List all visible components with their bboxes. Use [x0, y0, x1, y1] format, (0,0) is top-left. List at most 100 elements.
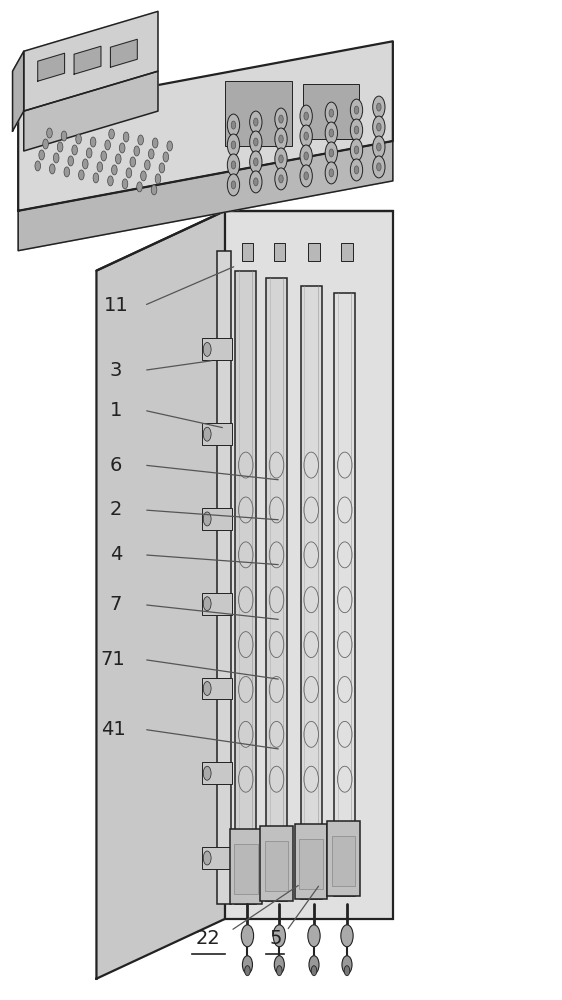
Circle shape	[231, 141, 235, 149]
Circle shape	[325, 162, 338, 184]
Circle shape	[253, 178, 258, 186]
Circle shape	[119, 143, 125, 153]
Bar	[265, 841, 288, 891]
Bar	[260, 826, 293, 901]
Circle shape	[87, 148, 92, 158]
Circle shape	[325, 102, 338, 124]
Circle shape	[350, 139, 362, 161]
Circle shape	[325, 142, 338, 164]
Circle shape	[105, 140, 111, 150]
Circle shape	[203, 342, 211, 356]
Text: 11: 11	[103, 296, 128, 315]
Circle shape	[377, 123, 381, 131]
Polygon shape	[38, 53, 65, 81]
Circle shape	[341, 925, 353, 947]
Circle shape	[304, 152, 309, 160]
Circle shape	[275, 108, 287, 130]
Text: 7: 7	[110, 595, 122, 614]
Circle shape	[109, 129, 114, 139]
Circle shape	[300, 165, 312, 187]
Circle shape	[279, 135, 283, 143]
Circle shape	[97, 162, 103, 172]
Circle shape	[325, 122, 338, 144]
Circle shape	[253, 158, 258, 166]
Circle shape	[253, 118, 258, 126]
Circle shape	[227, 114, 239, 136]
Circle shape	[134, 146, 139, 156]
Circle shape	[250, 151, 262, 173]
Text: 71: 71	[101, 650, 126, 669]
Bar	[274, 243, 285, 261]
Circle shape	[72, 145, 78, 155]
Circle shape	[126, 168, 132, 178]
Polygon shape	[74, 46, 101, 74]
Circle shape	[304, 132, 309, 140]
Circle shape	[68, 156, 74, 166]
Circle shape	[49, 164, 55, 174]
Circle shape	[350, 119, 362, 141]
Circle shape	[231, 181, 235, 189]
Bar	[202, 847, 232, 869]
Bar	[217, 251, 230, 904]
Circle shape	[35, 161, 40, 171]
Circle shape	[47, 128, 52, 138]
Bar	[334, 293, 355, 896]
Circle shape	[140, 171, 146, 181]
Circle shape	[167, 141, 173, 151]
Circle shape	[309, 956, 319, 974]
Circle shape	[122, 179, 128, 189]
Circle shape	[373, 96, 385, 118]
Text: 3: 3	[110, 361, 122, 380]
Circle shape	[277, 966, 282, 976]
Circle shape	[274, 956, 284, 974]
Circle shape	[93, 173, 99, 183]
Bar	[301, 286, 322, 899]
Text: 1: 1	[110, 401, 122, 420]
Circle shape	[123, 132, 129, 142]
Circle shape	[373, 136, 385, 158]
Circle shape	[354, 146, 359, 154]
Circle shape	[152, 138, 158, 148]
Bar	[300, 839, 323, 889]
Circle shape	[344, 966, 350, 976]
Circle shape	[342, 956, 352, 974]
Circle shape	[329, 109, 334, 117]
Circle shape	[144, 160, 150, 170]
Circle shape	[227, 174, 239, 196]
Circle shape	[151, 185, 157, 195]
Circle shape	[300, 125, 312, 147]
Circle shape	[250, 111, 262, 133]
Polygon shape	[12, 51, 24, 131]
Circle shape	[203, 597, 211, 611]
Circle shape	[148, 149, 154, 159]
Polygon shape	[18, 41, 393, 211]
Circle shape	[111, 165, 117, 175]
Circle shape	[241, 925, 253, 947]
Circle shape	[227, 154, 239, 176]
Circle shape	[43, 139, 48, 149]
Circle shape	[76, 134, 81, 144]
Text: 5: 5	[269, 929, 282, 948]
Bar	[225, 81, 292, 146]
Circle shape	[244, 966, 250, 976]
Bar	[295, 824, 328, 899]
Circle shape	[300, 145, 312, 167]
Bar	[242, 243, 253, 261]
Circle shape	[137, 182, 142, 192]
Polygon shape	[24, 11, 158, 111]
Circle shape	[304, 172, 309, 180]
Circle shape	[61, 131, 67, 141]
Bar	[332, 836, 355, 886]
Circle shape	[354, 166, 359, 174]
Circle shape	[203, 512, 211, 526]
Polygon shape	[24, 71, 158, 151]
Circle shape	[279, 155, 283, 163]
Bar	[266, 278, 287, 901]
Circle shape	[253, 138, 258, 146]
Circle shape	[203, 681, 211, 695]
Circle shape	[300, 105, 312, 127]
Bar	[202, 678, 232, 699]
Circle shape	[83, 159, 88, 169]
Circle shape	[354, 106, 359, 114]
Circle shape	[227, 134, 239, 156]
